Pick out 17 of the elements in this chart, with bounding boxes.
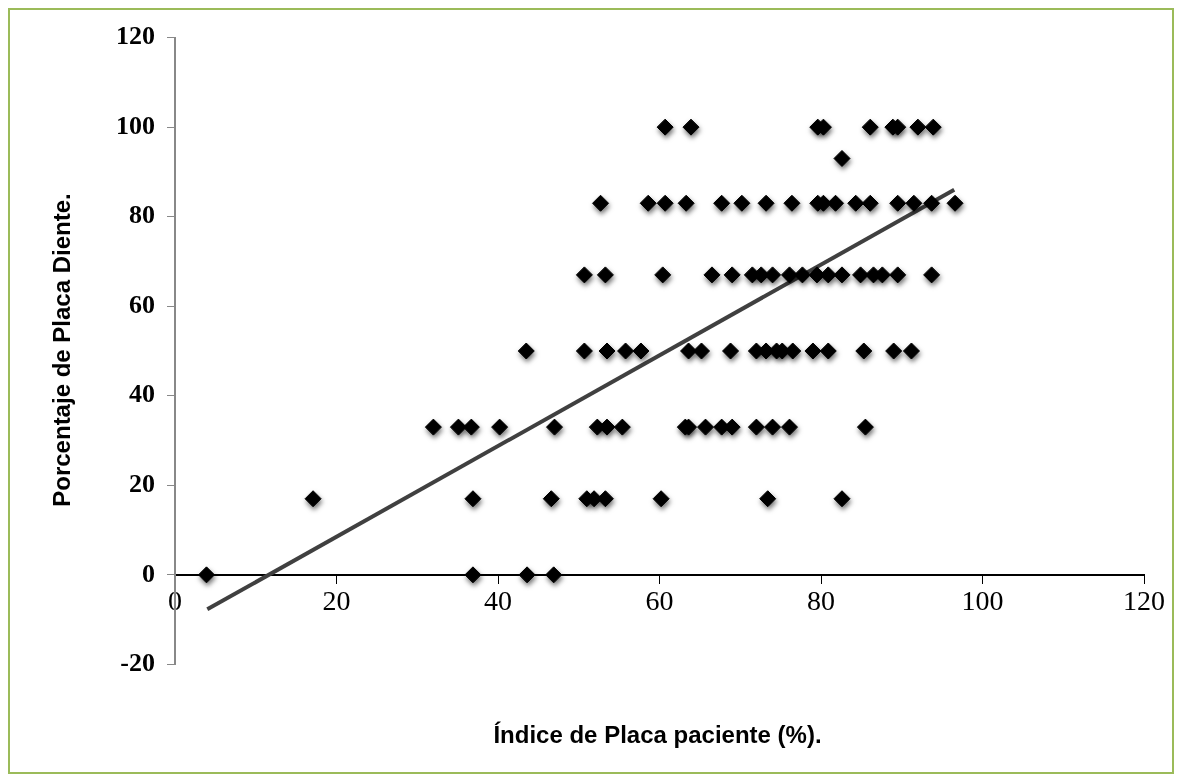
y-tick-label: 120 bbox=[116, 21, 155, 51]
y-tick-label: 100 bbox=[116, 110, 155, 140]
x-tick-label: 20 bbox=[322, 585, 351, 617]
x-tick-label: 40 bbox=[484, 585, 512, 617]
y-tick-label: 60 bbox=[129, 289, 155, 319]
y-tick-label: 40 bbox=[129, 379, 155, 409]
x-axis-title: Índice de Placa paciente (%). bbox=[492, 721, 823, 749]
x-tick-label: 100 bbox=[961, 585, 1004, 617]
x-tick-label: 120 bbox=[1123, 585, 1165, 617]
x-tick-label: 60 bbox=[645, 585, 674, 617]
x-tick-label: 80 bbox=[807, 585, 835, 617]
y-tick-label: 20 bbox=[129, 469, 155, 499]
y-tick-label: -20 bbox=[120, 648, 155, 678]
y-tick-label: 80 bbox=[129, 200, 155, 230]
y-axis-title: Porcentaje de Placa Diente. bbox=[48, 193, 76, 507]
x-tick-label: 0 bbox=[168, 585, 182, 617]
y-tick-label: 0 bbox=[142, 558, 155, 588]
